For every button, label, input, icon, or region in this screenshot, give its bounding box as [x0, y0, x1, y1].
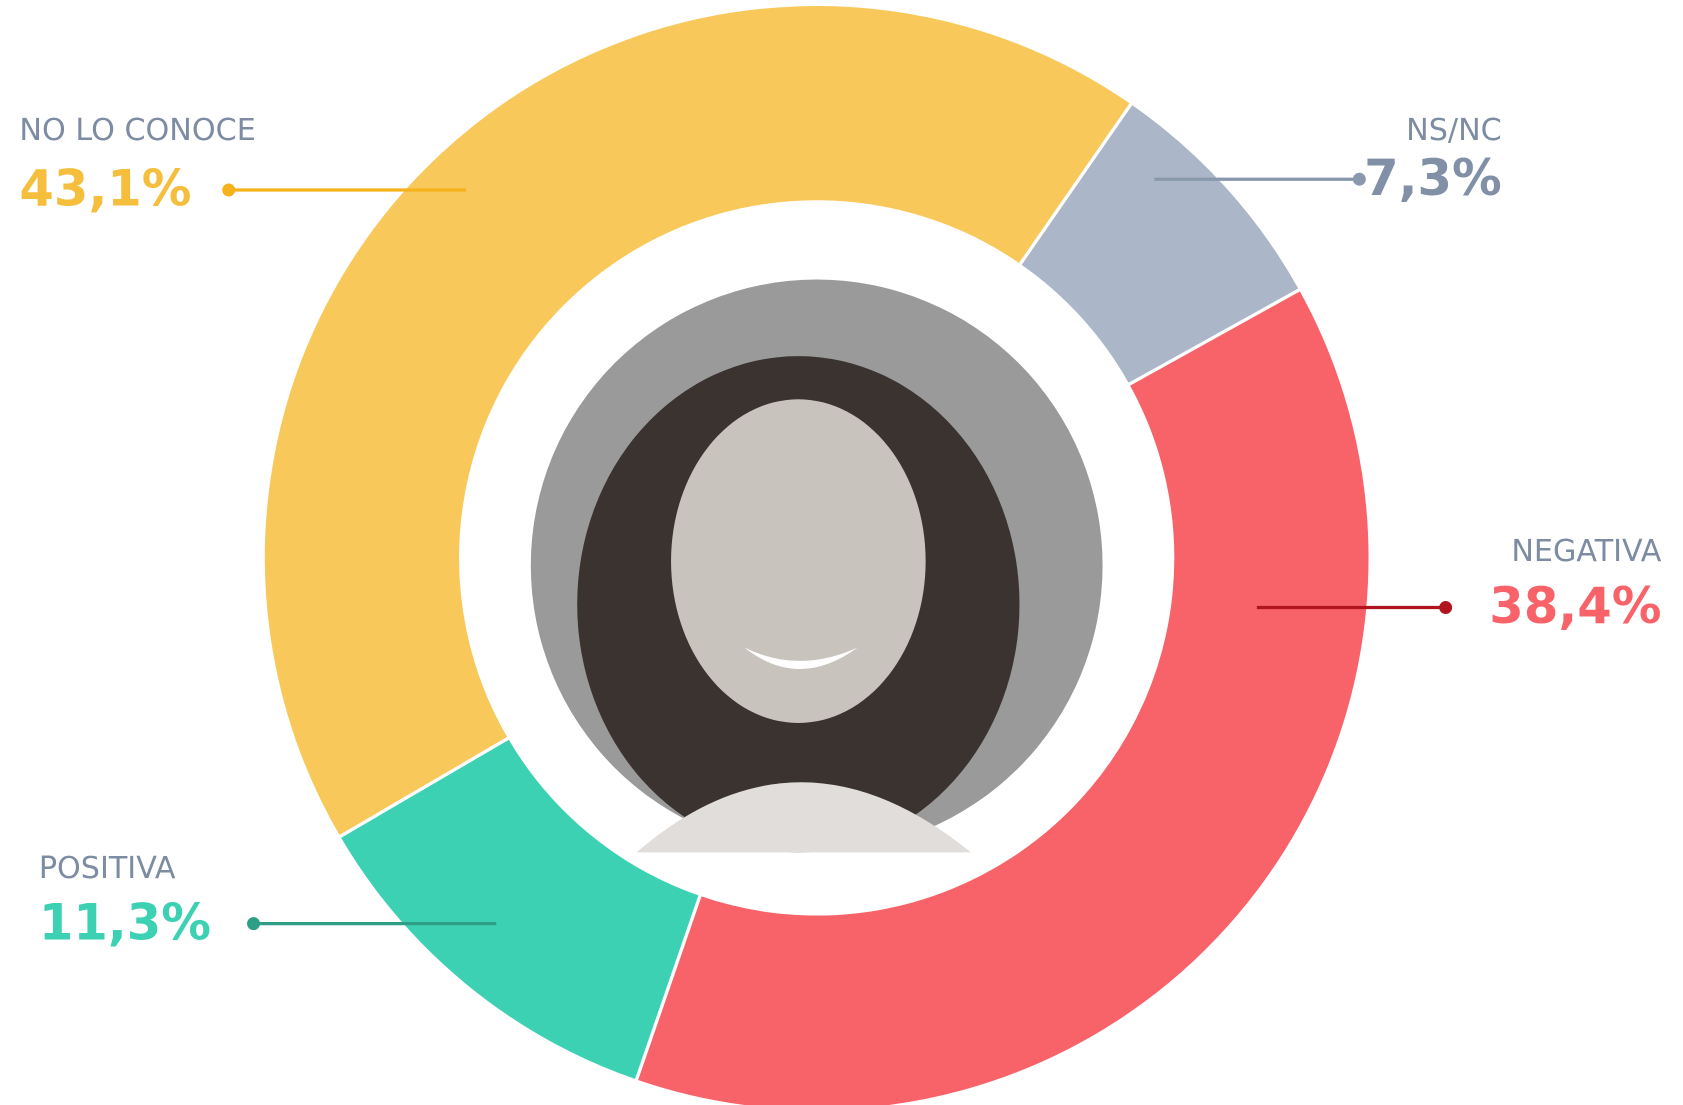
leader-dot [222, 184, 235, 197]
category-label: NEGATIVA [1511, 534, 1661, 569]
category-label: NS/NC [1406, 113, 1502, 148]
value-label: 43,1% [19, 160, 191, 218]
value-label: 7,3% [1364, 149, 1502, 207]
leader-dot [247, 917, 260, 930]
leader-dot [1439, 601, 1452, 614]
category-label: NO LO CONOCE [19, 113, 255, 148]
portrait [531, 280, 1103, 853]
value-label: 11,3% [39, 893, 211, 951]
chart: NS/NC7,3% NEGATIVA 38,4% POSITIVA 11,3% NO LO… [0, 0, 1683, 1105]
category-label: POSITIVA [39, 851, 176, 886]
value-label: 38,4% [1489, 577, 1661, 635]
